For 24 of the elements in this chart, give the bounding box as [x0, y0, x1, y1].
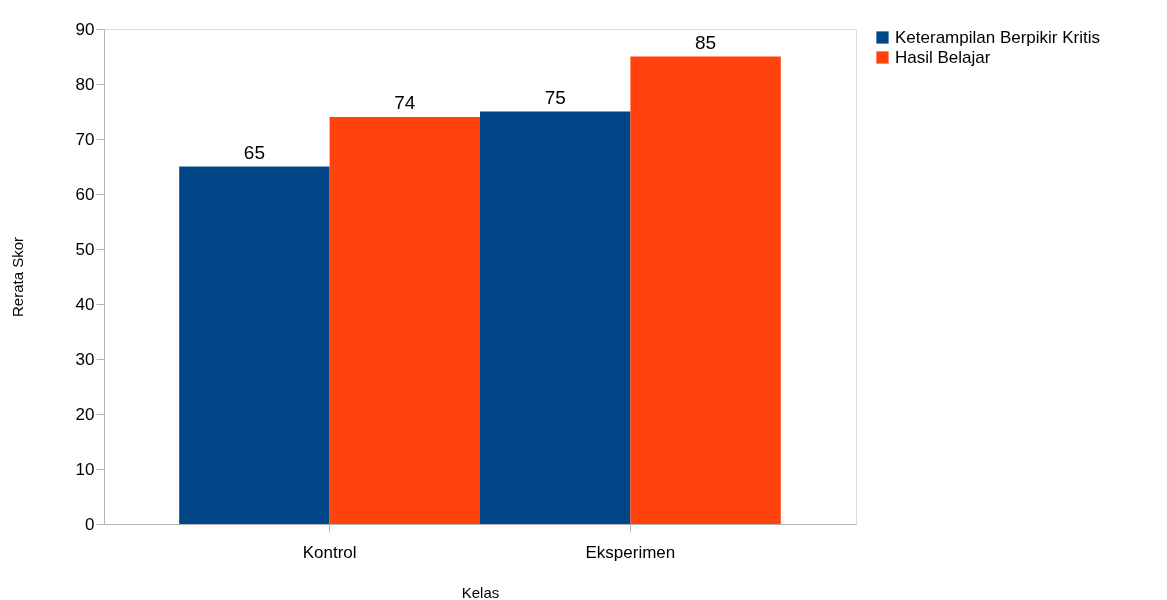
y-tick-label: 50	[75, 239, 95, 259]
legend-label: Keterampilan Berpikir Kritis	[895, 27, 1101, 47]
data-label: 74	[394, 92, 416, 113]
data-label: 65	[243, 141, 265, 163]
y-tick-label: 80	[75, 74, 95, 94]
y-tick-label: 40	[75, 294, 95, 314]
y-tick-label: 90	[75, 19, 95, 39]
bar	[179, 166, 330, 524]
y-tick-label: 10	[75, 459, 95, 479]
y-tick-label: 0	[85, 514, 95, 534]
x-tick-label: Eksperimen	[585, 542, 676, 562]
bar	[480, 111, 631, 524]
legend-label: Hasil Belajar	[895, 47, 991, 67]
x-tick-label: Kontrol	[302, 542, 357, 562]
y-tick-label: 30	[75, 349, 95, 369]
bar	[630, 56, 781, 524]
y-tick-label: 60	[75, 184, 95, 204]
y-axis-title: Rerata Skor	[8, 236, 26, 318]
data-label: 75	[544, 86, 566, 108]
y-tick-label: 70	[75, 129, 95, 149]
data-label: 85	[695, 31, 717, 53]
y-tick-label: 20	[75, 404, 95, 424]
x-axis-title: Kelas	[461, 583, 500, 600]
bar	[329, 117, 480, 524]
